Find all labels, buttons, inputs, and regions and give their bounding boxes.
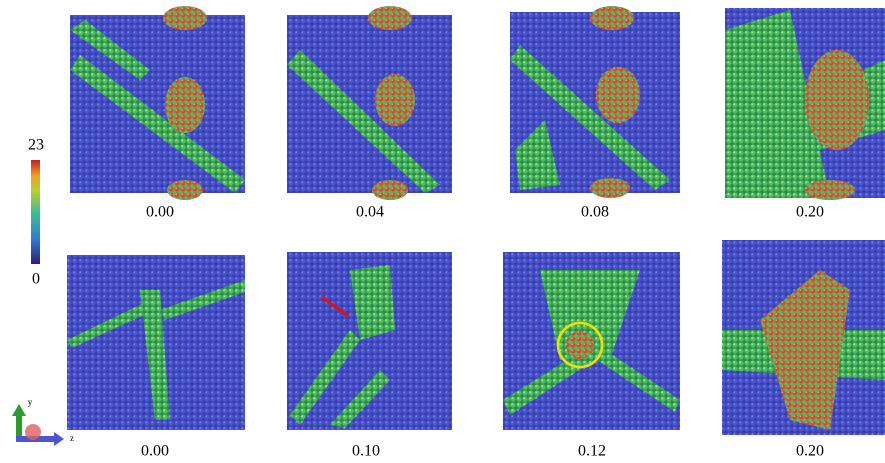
- panel-label: 0.20: [796, 204, 824, 221]
- panel: [722, 240, 885, 435]
- panel: [67, 255, 245, 430]
- axis-triad: y z: [12, 397, 74, 446]
- panel: [70, 6, 245, 200]
- panel: [503, 252, 680, 430]
- colorbar: [31, 160, 40, 264]
- panel-label: 0.00: [146, 204, 174, 221]
- panel-label: 0.10: [352, 443, 380, 460]
- panel: [287, 6, 452, 200]
- figure-canvas: 23 0: [0, 0, 885, 463]
- panel: [287, 252, 452, 430]
- panel-label: 0.12: [578, 443, 606, 460]
- panel-label: 0.00: [141, 443, 169, 460]
- panel: [725, 8, 885, 200]
- axis-label: y: [28, 397, 33, 407]
- panel: [510, 6, 680, 198]
- panel-label: 0.20: [796, 443, 824, 460]
- axis-label: z: [70, 433, 74, 443]
- colorbar-max: 23: [28, 137, 44, 154]
- figure: 23 0: [0, 0, 885, 463]
- colorbar-min: 0: [32, 271, 40, 288]
- panel-label: 0.08: [581, 204, 609, 221]
- panel-label: 0.04: [356, 204, 384, 221]
